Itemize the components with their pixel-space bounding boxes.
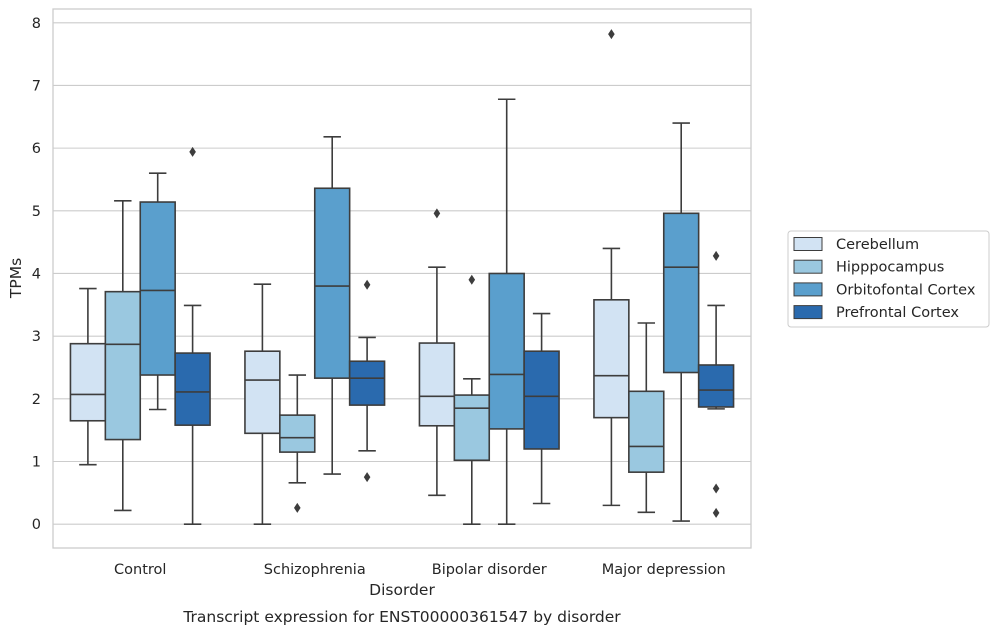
x-tick-label: Control: [114, 562, 166, 578]
box-body: [104, 290, 142, 441]
outlier-point: [189, 146, 196, 157]
legend-swatch: [793, 259, 823, 274]
series-group: [104, 199, 665, 525]
box: [523, 312, 560, 505]
box-body: [279, 414, 316, 453]
legend-swatch: [793, 237, 823, 251]
x-tick-labels: Control Schizophrenia Bipolar disorder Majo…: [114, 562, 726, 578]
box-body: [453, 394, 491, 462]
box: [697, 250, 735, 518]
x-axis-label: Disorder: [369, 581, 435, 599]
box-body: [488, 272, 525, 430]
legend: Cerebellum Hipppocampus Orbitofontal Corte…: [787, 230, 990, 328]
box: [662, 122, 700, 522]
outlier-point: [608, 29, 615, 40]
box-body: [662, 212, 700, 374]
box-body: [313, 187, 351, 379]
outlier-point: [712, 483, 720, 494]
y-tick-labels: 0 1 2 3 4 5 6 7 8: [32, 16, 41, 533]
outlier-point: [712, 507, 720, 518]
legend-swatch: [793, 282, 823, 297]
box-body: [139, 201, 176, 376]
box-body: [593, 299, 630, 419]
box-body: [174, 352, 211, 426]
legend-label: Hipppocampus: [836, 260, 944, 276]
series-group: [139, 98, 700, 525]
box: [104, 199, 142, 512]
box: [174, 146, 211, 525]
box: [313, 136, 351, 475]
plot-frame: [52, 8, 752, 549]
y-tick-label: 8: [32, 16, 41, 32]
y-tick-label: 4: [32, 266, 41, 282]
box-body: [418, 342, 456, 427]
box-body: [697, 364, 735, 408]
box: [418, 208, 456, 497]
box-body: [244, 350, 281, 435]
outlier-point: [363, 472, 371, 483]
box-body: [628, 390, 665, 473]
outlier-point: [363, 279, 371, 290]
x-tick-label: Bipolar disorder: [432, 562, 547, 578]
y-tick-label: 5: [32, 204, 41, 220]
y-tick-label: 0: [32, 517, 41, 533]
box: [139, 172, 176, 411]
outlier-point: [468, 274, 476, 285]
box-series: [69, 29, 735, 525]
box: [348, 279, 386, 483]
series-group: [69, 29, 630, 525]
box: [279, 374, 316, 513]
box: [488, 98, 525, 525]
outlier-point: [712, 250, 720, 261]
y-tick-label: 2: [32, 392, 41, 408]
box: [593, 29, 630, 507]
chart-caption: Transcript expression for ENST0000036154…: [182, 608, 621, 626]
box: [628, 322, 665, 514]
legend-frame: [787, 230, 990, 328]
box: [244, 283, 281, 525]
outlier-point: [294, 502, 301, 513]
y-tick-label: 6: [32, 141, 41, 157]
y-axis-label: TPMs: [7, 258, 25, 299]
x-tick-label: Schizophrenia: [264, 562, 366, 578]
box: [69, 287, 107, 466]
y-tick-label: 1: [32, 455, 41, 471]
box-body: [348, 360, 386, 406]
box-body: [523, 350, 560, 450]
series-group: [174, 146, 735, 525]
legend-label: Cerebellum: [836, 237, 919, 253]
outlier-point: [433, 208, 441, 219]
legend-label: Orbitofontal Cortex: [836, 282, 976, 298]
y-tick-label: 7: [32, 78, 41, 94]
y-tick-label: 3: [32, 329, 41, 345]
legend-swatch: [793, 305, 823, 320]
box-body: [69, 342, 107, 422]
x-tick-label: Major depression: [602, 562, 726, 578]
legend-label: Prefrontal Cortex: [836, 305, 959, 321]
